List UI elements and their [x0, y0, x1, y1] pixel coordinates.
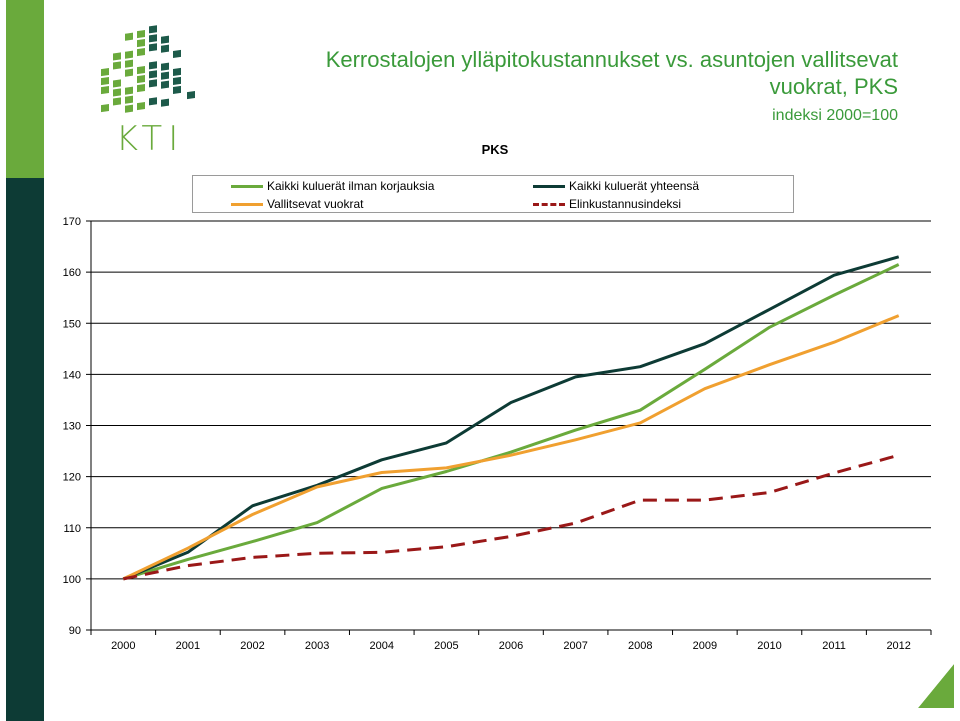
- logo-block: [187, 90, 195, 100]
- logo-block: [113, 88, 121, 97]
- y-tick-label: 110: [63, 523, 81, 535]
- logo-block: [101, 68, 109, 77]
- logo-block: [161, 35, 169, 44]
- logo-block: [113, 52, 121, 61]
- y-tick-label: 150: [63, 318, 81, 330]
- logo-block: [113, 79, 121, 88]
- logo-block: [161, 98, 169, 107]
- logo-block: [161, 62, 169, 71]
- legend-swatch-series-0: [231, 184, 263, 188]
- logo-block: [113, 97, 121, 106]
- series-line-1: [122, 255, 900, 581]
- series-line-3: [122, 453, 900, 581]
- logo-block: [149, 79, 157, 88]
- kti-logo-graphic: KTI: [101, 25, 195, 159]
- corner-triangle-icon: [918, 664, 954, 708]
- logo-block: [173, 85, 181, 95]
- y-tick-label: 100: [63, 574, 81, 586]
- x-tick-label: 2003: [305, 640, 329, 652]
- legend-swatch-series-1: [533, 184, 565, 188]
- sidebar-accent-bottom: [6, 178, 44, 721]
- y-tick-label: 130: [63, 421, 81, 433]
- logo-block: [125, 68, 133, 77]
- x-tick-label: 2012: [886, 640, 910, 652]
- logo-block: [101, 77, 109, 86]
- x-tick-label: 2008: [628, 640, 652, 652]
- x-tick-label: 2005: [434, 640, 458, 652]
- logo-block: [137, 38, 145, 48]
- legend-item-series-3: Elinkustannusindeksi: [533, 197, 681, 211]
- logo-block: [125, 86, 133, 95]
- sidebar-accent-top: [6, 0, 44, 178]
- logo-block: [149, 97, 157, 106]
- x-tick-label: 2000: [111, 640, 135, 652]
- logo-block: [125, 32, 133, 41]
- legend-label-series-3: Elinkustannusindeksi: [569, 197, 682, 211]
- logo-block: [137, 83, 145, 93]
- logo-block: [149, 34, 157, 43]
- x-tick-label: 2010: [757, 640, 781, 652]
- series-line-0: [122, 263, 900, 581]
- x-tick-label: 2004: [370, 640, 394, 652]
- logo-block: [125, 95, 133, 104]
- legend-swatch-series-2: [231, 202, 263, 206]
- x-tick-label: 2007: [563, 640, 587, 652]
- logo-block: [173, 49, 181, 59]
- kti-logo: KTI: [95, 22, 205, 159]
- logo-block: [173, 67, 181, 77]
- x-tick-label: 2011: [822, 640, 846, 652]
- x-tick-label: 2006: [499, 640, 523, 652]
- x-tick-label: 2009: [693, 640, 717, 652]
- legend-label-series-0: Kaikki kuluerät ilman korjauksia: [267, 179, 435, 193]
- x-tick-label: 2001: [176, 640, 200, 652]
- logo-block: [137, 101, 145, 111]
- logo-block: [149, 43, 157, 52]
- legend-label-series-2: Vallitsevat vuokrat: [267, 197, 364, 211]
- chart-title: PKS: [481, 142, 509, 157]
- y-tick-label: 170: [63, 216, 81, 228]
- y-tick-label: 160: [63, 267, 81, 279]
- legend-item-series-0: Kaikki kuluerät ilman korjauksia: [231, 179, 434, 193]
- legend-item-series-1: Kaikki kuluerät yhteensä: [533, 179, 699, 193]
- page-title: Kerrostalojen ylläpitokustannukset vs. a…: [325, 47, 898, 99]
- y-tick-label: 90: [69, 625, 81, 637]
- x-tick-label: 2002: [240, 640, 264, 652]
- legend-item-series-2: Vallitsevat vuokrat: [231, 197, 364, 211]
- logo-block: [137, 65, 145, 75]
- logo-block: [101, 104, 109, 113]
- legend-label-series-1: Kaikki kuluerät yhteensä: [569, 179, 700, 193]
- logo-block: [137, 29, 145, 39]
- series-line-2: [122, 314, 900, 581]
- chart-legend: Kaikki kuluerät ilman korjauksia Kaikki …: [192, 175, 794, 213]
- logo-block: [125, 104, 133, 113]
- legend-swatch-series-3: [533, 202, 565, 206]
- logo-block: [125, 59, 133, 68]
- logo-block: [137, 74, 145, 84]
- logo-text: KTI: [116, 119, 184, 154]
- logo-block: [101, 86, 109, 95]
- logo-block: [161, 80, 169, 89]
- logo-block: [125, 50, 133, 59]
- logo-block: [173, 76, 181, 86]
- y-tick-label: 140: [63, 369, 81, 381]
- logo-block: [161, 44, 169, 53]
- logo-block: [113, 61, 121, 70]
- logo-block: [161, 71, 169, 80]
- logo-block: [149, 61, 157, 70]
- logo-block: [137, 47, 145, 57]
- logo-block: [149, 70, 157, 79]
- y-tick-label: 120: [63, 472, 81, 484]
- page-subtitle: indeksi 2000=100: [772, 107, 898, 124]
- logo-block: [149, 25, 157, 34]
